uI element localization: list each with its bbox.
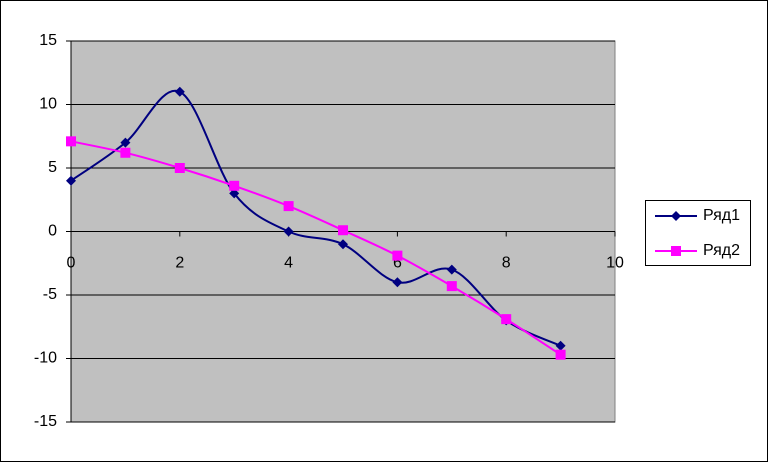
x-tick-label: 4 (284, 255, 293, 272)
y-tick-label: -5 (43, 286, 57, 303)
marker (120, 137, 131, 148)
marker (66, 175, 76, 186)
legend-label: Ряд2 (703, 242, 740, 259)
legend-marker (671, 246, 681, 256)
marker (446, 281, 457, 292)
x-tick-label: 8 (502, 255, 511, 272)
marker (120, 147, 131, 158)
marker (338, 225, 348, 236)
marker (174, 86, 185, 97)
x-tick-label: 6 (393, 255, 402, 272)
marker (338, 239, 348, 250)
marker (229, 188, 240, 199)
marker (66, 136, 76, 147)
x-tick-label: 2 (175, 255, 184, 272)
y-tick-label: -15 (34, 413, 57, 430)
y-tick-label: 10 (39, 96, 57, 113)
marker (501, 314, 512, 325)
y-tick-label: -10 (34, 350, 57, 367)
marker (174, 163, 185, 173)
marker (555, 349, 566, 360)
marker (392, 277, 403, 288)
marker (555, 340, 566, 351)
legend-box (645, 200, 751, 266)
marker (283, 226, 294, 237)
legend-marker (671, 211, 681, 221)
marker (446, 264, 457, 275)
y-tick-label: 15 (39, 32, 57, 49)
marker (392, 250, 403, 261)
x-tick-label: 0 (67, 255, 76, 272)
marker (229, 180, 240, 191)
marker (283, 201, 294, 212)
y-tick-label: 5 (48, 159, 57, 176)
series-line (70, 140, 562, 356)
y-tick-label: 0 (48, 223, 57, 240)
series-line (70, 89, 562, 347)
legend-label: Ряд1 (703, 207, 740, 224)
x-tick-label: 10 (606, 255, 624, 272)
